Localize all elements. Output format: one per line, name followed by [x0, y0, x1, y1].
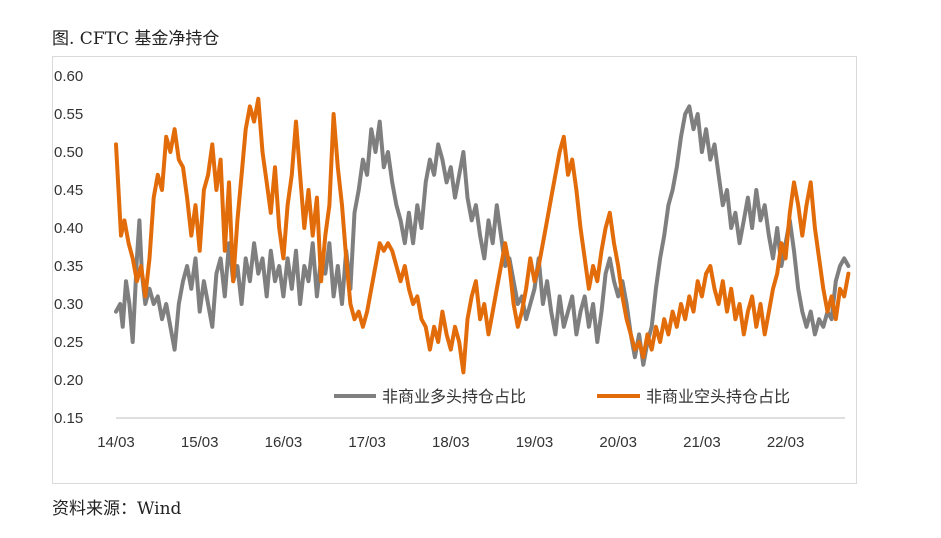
- y-tick-label: 0.45: [54, 182, 83, 199]
- x-tick-label: 16/03: [265, 434, 303, 451]
- x-tick-label: 15/03: [181, 434, 219, 451]
- series-lines: [114, 96, 851, 375]
- x-tick-label: 22/03: [767, 434, 805, 451]
- y-tick-label: 0.15: [54, 410, 83, 427]
- series-line-short: [114, 96, 851, 375]
- y-tick-label: 0.25: [54, 334, 83, 351]
- x-tick-label: 20/03: [599, 434, 637, 451]
- x-tick-label: 21/03: [683, 434, 721, 451]
- chart-frame: [52, 56, 857, 484]
- x-tick-label: 18/03: [432, 434, 470, 451]
- x-axis: 14/03 15/03 16/03 17/03 18/03 19/03 20/03 21/03…: [97, 417, 845, 451]
- y-axis-ticks: 0.60 0.55 0.50 0.45 0.40 0.35 0.30 0.25 0.20 0.15: [54, 68, 83, 427]
- y-tick-label: 0.35: [54, 258, 83, 275]
- legend-label: 非商业空头持仓占比: [646, 388, 790, 406]
- legend: 非商业多头持仓占比 非商业空头持仓占比: [334, 388, 790, 406]
- y-tick-label: 0.20: [54, 372, 83, 389]
- chart-title: 图. CFTC 基金净持仓: [52, 29, 220, 49]
- x-tick-label: 19/03: [516, 434, 554, 451]
- y-tick-label: 0.50: [54, 144, 83, 161]
- y-tick-label: 0.40: [54, 220, 83, 237]
- y-tick-label: 0.55: [54, 106, 83, 123]
- y-tick-label: 0.60: [54, 68, 83, 85]
- source-note: 资料来源：Wind: [52, 499, 182, 519]
- y-tick-label: 0.30: [54, 296, 83, 313]
- legend-label: 非商业多头持仓占比: [382, 388, 526, 406]
- x-tick-label: 14/03: [97, 434, 135, 451]
- x-tick-label: 17/03: [348, 434, 386, 451]
